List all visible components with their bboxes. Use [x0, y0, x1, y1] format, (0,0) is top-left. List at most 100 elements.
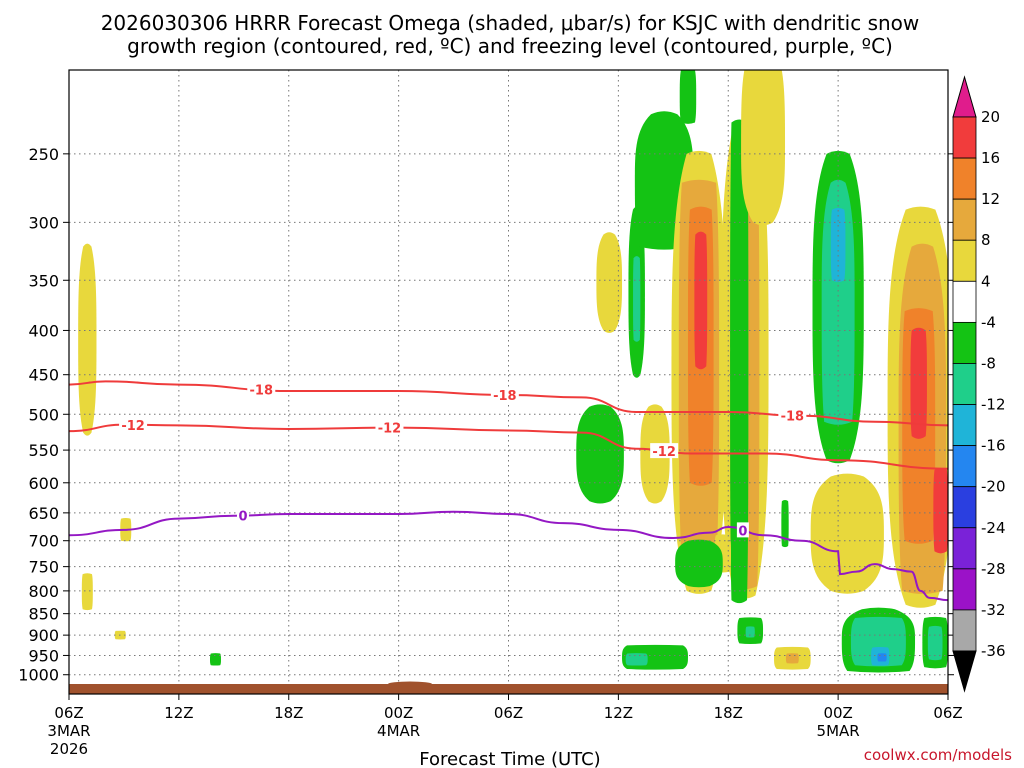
colorbar-swatch-12 — [952, 609, 977, 652]
contour-label-dgz_-18-2: -18 — [781, 409, 805, 424]
omega-region-8 — [576, 404, 624, 504]
omega-region-18 — [730, 119, 749, 604]
omega-region-27 — [810, 473, 884, 594]
colorbar-swatch-11 — [952, 568, 977, 611]
colorbar-swatch-6 — [952, 363, 977, 405]
contour-label-bg-dgz_-18-1 — [490, 386, 519, 402]
y-tick-label-250: 250 — [28, 145, 59, 164]
colorbar-swatch-9 — [952, 486, 977, 529]
omega-region-4 — [210, 653, 221, 666]
colorbar-label-11: -28 — [981, 560, 1006, 578]
x-axis-label: Forecast Time (UTC) — [419, 749, 600, 768]
y-tick-label-700: 700 — [28, 532, 59, 551]
omega-region-2 — [81, 573, 93, 611]
chart-title-line-2: growth region (contoured, red, ºC) and f… — [127, 34, 893, 58]
contour-dgz_-12 — [69, 423, 948, 470]
colorbar-label-5: -4 — [981, 313, 996, 331]
y-tick-label-850: 850 — [28, 605, 59, 624]
chart-title-line-1: 2026030306 HRRR Forecast Omega (shaded, … — [101, 11, 920, 35]
credit-text: coolwx.com/models — [864, 746, 1012, 764]
omega-region-15 — [679, 70, 697, 124]
terrain-ground-bar — [69, 684, 948, 694]
y-tick-label-500: 500 — [28, 405, 59, 424]
omega-region-22 — [675, 539, 723, 588]
omega-region-34 — [850, 616, 906, 667]
y-tick-label-900: 900 — [28, 626, 59, 645]
contour-label-dgz_-12-1: -12 — [378, 422, 402, 437]
x-tick-label-48: 06Z — [933, 704, 962, 722]
x-tick-label-6: 12Z — [164, 704, 193, 722]
contour-label-bg-dgz_-12-1 — [375, 419, 404, 435]
colorbar-swatch-3 — [952, 239, 977, 282]
y-tick-label-950: 950 — [28, 646, 59, 665]
contour-label-freezing_level-0: 0 — [238, 509, 247, 524]
colorbar-label-10: -24 — [981, 519, 1006, 537]
omega-region-43 — [933, 468, 948, 554]
colorbar-label-0: 20 — [981, 108, 1000, 126]
omega-region-31 — [821, 179, 855, 425]
contour-label-dgz_-18-1: -18 — [493, 389, 517, 404]
x-tick-label-36: 18Z — [714, 704, 743, 722]
colorbar-label-9: -20 — [981, 478, 1006, 496]
terrain-bump — [388, 681, 432, 687]
axes: 250 300 350 400 450 500 550 600 650 700 750 800 850 9… — [18, 145, 962, 758]
colorbar-label-3: 8 — [981, 231, 991, 249]
y-tick-label-350: 350 — [28, 271, 59, 290]
y-tick-label-400: 400 — [28, 321, 59, 340]
colorbar: 20 16 12 8 4 -4 -8 -12 -16 -20 -24 -28 -32 -36 — [952, 75, 1006, 693]
omega-region-32 — [830, 207, 846, 283]
contour-label-bg-dgz_-18-2 — [778, 407, 807, 423]
colorbar-label-12: -32 — [981, 601, 1006, 619]
omega-region-29 — [625, 653, 648, 666]
colorbar-swatch-1 — [952, 157, 977, 200]
x-tick-sublabel-42: 5MAR — [817, 722, 860, 740]
omega-region-42 — [910, 327, 927, 439]
x-tick-sublabel-18: 4MAR — [377, 722, 420, 740]
y-tick-label-300: 300 — [28, 213, 59, 232]
omega-region-26 — [785, 653, 799, 664]
colorbar-swatch-8 — [952, 445, 977, 488]
colorbar-swatch-7 — [952, 404, 977, 447]
y-tick-label-550: 550 — [28, 441, 59, 460]
y-tick-label-600: 600 — [28, 474, 59, 493]
contour-label-bg-dgz_-12-0 — [119, 416, 148, 432]
contour-label-bg-freezing_level-1 — [736, 522, 749, 538]
colorbar-swatch-0 — [952, 116, 977, 159]
contour-label-dgz_-12-0: -12 — [121, 419, 145, 434]
colorbar-label-13: -36 — [981, 642, 1006, 660]
omega-shading-layer — [78, 70, 948, 673]
x-tick-label-12: 18Z — [274, 704, 303, 722]
y-tick-label-1000: 1000 — [18, 666, 59, 685]
colorbar-bottom-arrow — [952, 650, 977, 693]
omega-region-5 — [596, 232, 623, 333]
contour-label-dgz_-18-0: -18 — [250, 383, 274, 398]
colorbar-label-6: -8 — [981, 354, 996, 372]
y-tick-label-450: 450 — [28, 366, 59, 385]
y-tick-label-750: 750 — [28, 558, 59, 577]
omega-region-7 — [633, 256, 641, 342]
omega-region-36 — [877, 653, 887, 662]
x-tick-label-30: 12Z — [604, 704, 633, 722]
colorbar-label-2: 12 — [981, 190, 1000, 208]
colorbar-label-1: 16 — [981, 149, 1000, 167]
omega-region-19 — [741, 70, 786, 226]
omega-region-24 — [745, 626, 755, 638]
contour-label-freezing_level-1: 0 — [738, 524, 747, 539]
y-tick-label-800: 800 — [28, 582, 59, 601]
x-tick-label-42: 00Z — [823, 704, 852, 722]
colorbar-swatch-10 — [952, 527, 977, 570]
x-tick-label-24: 06Z — [494, 704, 523, 722]
x-tick-year-0: 2026 — [50, 740, 88, 758]
colorbar-swatch-5 — [952, 321, 977, 364]
colorbar-label-7: -12 — [981, 396, 1006, 414]
omega-region-0 — [78, 243, 97, 436]
contour-labels-layer: -18 -18 -18 -12 -12 -12 0 0 — [119, 381, 807, 539]
omega-region-38 — [927, 625, 943, 661]
colorbar-swatch-4 — [952, 280, 977, 323]
colorbar-label-8: -16 — [981, 437, 1006, 455]
omega-region-20 — [781, 499, 789, 548]
colorbar-label-4: 4 — [981, 272, 991, 290]
contour-freezing_level — [69, 510, 948, 602]
colorbar-swatch-2 — [952, 198, 977, 241]
